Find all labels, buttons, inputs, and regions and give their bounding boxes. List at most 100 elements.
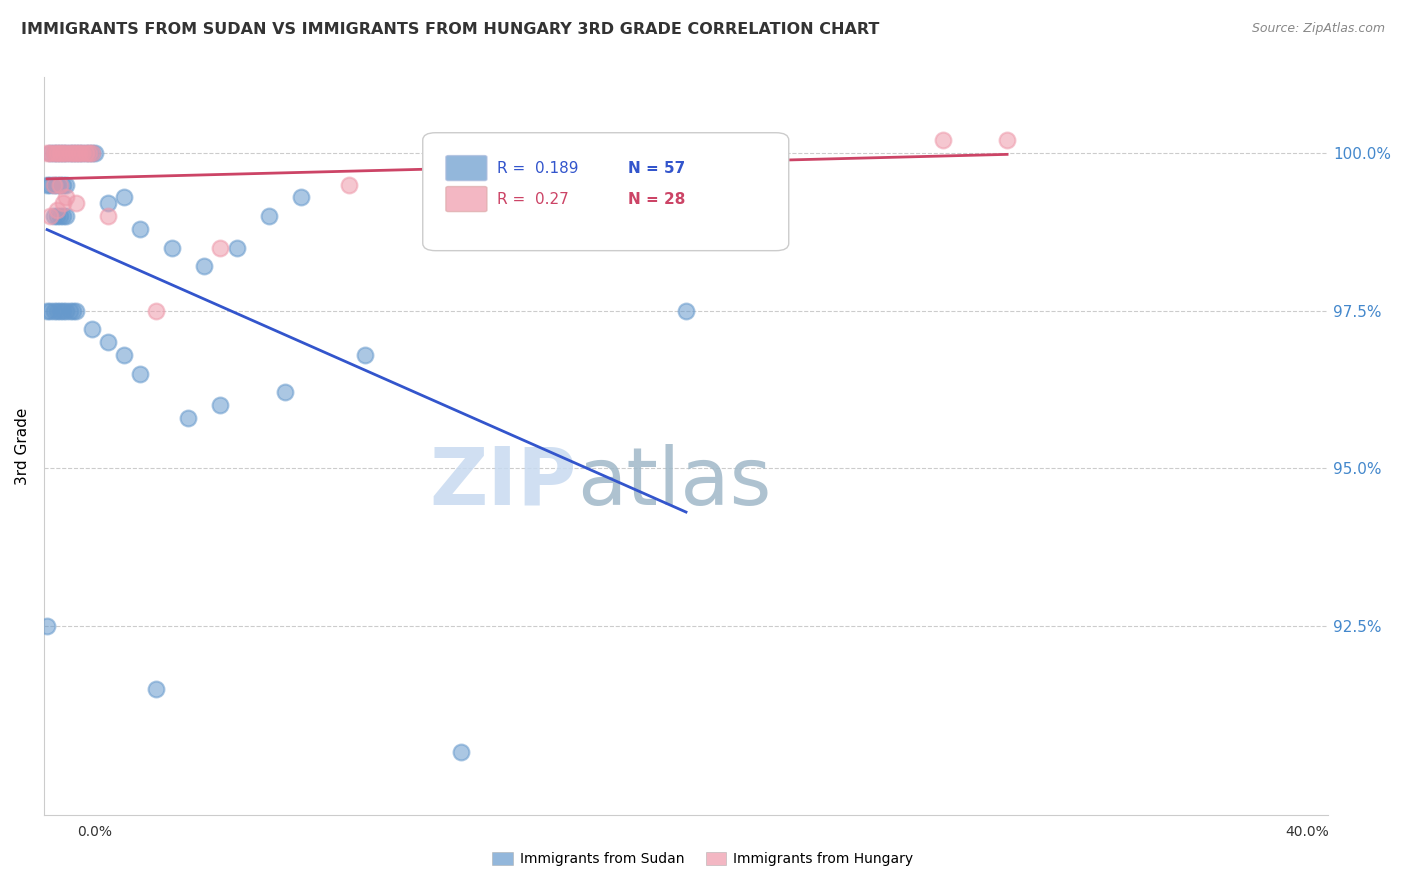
FancyBboxPatch shape (446, 186, 486, 211)
Point (97, 196, 120, 211)
Legend: Immigrants from Sudan, Immigrants from Hungary: Immigrants from Sudan, Immigrants from H… (486, 847, 920, 871)
Point (97, 209, 120, 223)
Point (49, 146, 72, 161)
Point (42, 146, 65, 161)
Point (67, 146, 90, 161)
Point (450, 745, 472, 759)
Point (65, 196, 87, 211)
Point (112, 348, 135, 362)
FancyBboxPatch shape (423, 133, 789, 251)
Point (112, 190, 135, 204)
Point (129, 221, 152, 235)
Point (49, 209, 72, 223)
Point (225, 241, 247, 255)
Point (273, 385, 295, 400)
Point (42, 146, 65, 161)
Point (290, 190, 312, 204)
Text: 0.0%: 0.0% (77, 825, 112, 839)
Point (62, 303, 84, 318)
Point (49, 146, 72, 161)
Point (62, 146, 84, 161)
Point (55, 146, 77, 161)
Point (39, 146, 62, 161)
Point (84, 146, 107, 161)
Text: Source: ZipAtlas.com: Source: ZipAtlas.com (1251, 22, 1385, 36)
Point (177, 410, 200, 425)
Point (39, 209, 62, 223)
Point (77, 146, 100, 161)
Point (58, 146, 80, 161)
Point (35, 618, 58, 632)
Point (209, 398, 232, 412)
Point (45, 178, 67, 192)
FancyBboxPatch shape (446, 155, 486, 181)
Point (52, 178, 75, 192)
Point (58, 146, 80, 161)
Point (354, 348, 377, 362)
Text: ZIP: ZIP (430, 444, 576, 522)
Point (58, 303, 80, 318)
Text: R =  0.27: R = 0.27 (498, 192, 569, 207)
Point (49, 303, 72, 318)
Point (145, 681, 167, 696)
Point (80, 322, 103, 336)
Point (45, 146, 67, 161)
Point (42, 178, 65, 192)
Text: N = 28: N = 28 (628, 192, 686, 207)
Point (75, 146, 97, 161)
Point (49, 178, 72, 192)
Point (337, 178, 360, 192)
Point (65, 146, 87, 161)
Text: N = 57: N = 57 (628, 161, 686, 176)
Point (39, 146, 62, 161)
Point (49, 178, 72, 192)
Point (35, 146, 58, 161)
Text: 40.0%: 40.0% (1285, 825, 1329, 839)
Point (162, 241, 184, 255)
Point (65, 303, 87, 318)
Point (80, 146, 103, 161)
Point (52, 196, 75, 211)
Point (995, 133, 1018, 147)
Point (209, 241, 232, 255)
Point (932, 133, 955, 147)
Point (72, 146, 94, 161)
Point (35, 178, 58, 192)
Point (77, 146, 100, 161)
Point (52, 146, 75, 161)
Point (80, 146, 103, 161)
Point (45, 303, 67, 318)
Point (39, 178, 62, 192)
Point (55, 146, 77, 161)
Point (42, 303, 65, 318)
Point (55, 178, 77, 192)
Y-axis label: 3rd Grade: 3rd Grade (15, 408, 30, 484)
Point (52, 146, 75, 161)
Point (67, 146, 90, 161)
Point (45, 202, 67, 217)
Point (39, 303, 62, 318)
Point (45, 209, 67, 223)
Point (52, 303, 75, 318)
Point (42, 178, 65, 192)
Text: R =  0.189: R = 0.189 (498, 161, 579, 176)
Point (193, 260, 215, 274)
Point (257, 209, 280, 223)
Point (675, 303, 697, 318)
Point (52, 209, 75, 223)
Point (65, 146, 87, 161)
Point (75, 146, 97, 161)
Text: atlas: atlas (576, 444, 772, 522)
Point (62, 146, 84, 161)
Point (145, 303, 167, 318)
Point (45, 146, 67, 161)
Point (35, 303, 58, 318)
Point (55, 303, 77, 318)
Point (72, 146, 94, 161)
Text: IMMIGRANTS FROM SUDAN VS IMMIGRANTS FROM HUNGARY 3RD GRADE CORRELATION CHART: IMMIGRANTS FROM SUDAN VS IMMIGRANTS FROM… (21, 22, 880, 37)
Point (97, 334, 120, 349)
Point (42, 209, 65, 223)
Point (55, 209, 77, 223)
Point (55, 190, 77, 204)
Point (129, 367, 152, 381)
